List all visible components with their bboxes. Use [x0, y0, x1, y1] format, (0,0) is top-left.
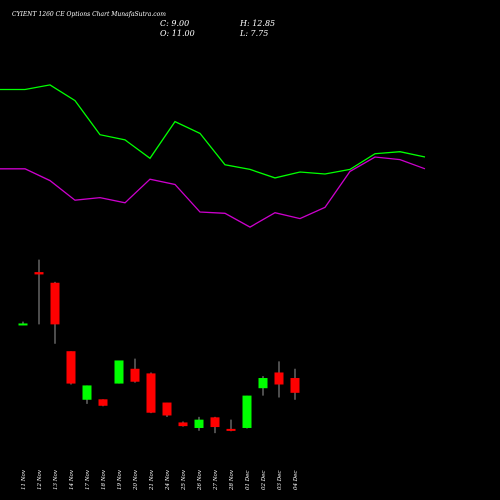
candle-body — [226, 428, 236, 431]
x-tick-label: 04 Dec — [293, 471, 299, 491]
candle-body — [82, 385, 92, 400]
candle — [226, 419, 236, 432]
x-tick-label: 19 Nov — [117, 469, 123, 490]
x-tick-label: 26 Nov — [197, 469, 203, 491]
x-tick-label: 21 Nov — [149, 469, 155, 491]
candle — [50, 281, 60, 344]
candle — [242, 395, 252, 429]
candle-body — [114, 360, 124, 384]
x-tick-label: 14 Nov — [69, 469, 75, 490]
candle — [114, 360, 124, 384]
x-tick-label: 24 Nov — [165, 469, 171, 491]
x-tick-label: 25 Nov — [181, 469, 187, 491]
candle-body — [146, 373, 156, 413]
candle-body — [34, 272, 44, 275]
moving-average-lines — [0, 84, 426, 228]
candle — [178, 421, 188, 427]
low-label: L: 7.75 — [239, 29, 268, 38]
x-tick-label: 11 Nov — [21, 469, 27, 490]
candle — [258, 376, 268, 396]
candle — [210, 416, 220, 434]
candle-body — [178, 422, 188, 427]
x-tick-label: 28 Nov — [229, 469, 235, 491]
ma-slow-line — [0, 156, 426, 228]
candle-body — [66, 351, 76, 384]
candle — [162, 402, 172, 417]
x-tick-label: 12 Nov — [37, 469, 43, 490]
close-label: C: 9.00 — [160, 19, 189, 28]
x-tick-label: 02 Dec — [261, 471, 267, 491]
candle-body — [242, 395, 252, 428]
x-tick-label: 18 Nov — [101, 469, 107, 490]
candle — [98, 399, 108, 407]
chart-title: CYIENT 1260 CE Options Chart MunafaSutra… — [12, 11, 166, 18]
high-label: H: 12.85 — [239, 19, 275, 28]
candle — [290, 368, 300, 400]
x-tick-label: 01 Dec — [245, 471, 251, 491]
candle-body — [18, 323, 28, 326]
candle-body — [50, 282, 60, 325]
candle-body — [98, 399, 108, 406]
candle-body — [258, 378, 268, 389]
candles — [18, 259, 300, 434]
candle — [82, 385, 92, 404]
candle-body — [290, 378, 300, 393]
x-tick-label: 27 Nov — [213, 469, 219, 491]
candle — [274, 361, 284, 398]
candle-body — [274, 372, 284, 385]
x-tick-label: 20 Nov — [133, 469, 139, 491]
candle — [34, 259, 44, 325]
candle — [146, 372, 156, 414]
x-tick-label: 03 Dec — [277, 471, 283, 491]
open-label: O: 11.00 — [160, 29, 195, 38]
x-tick-label: 13 Nov — [53, 469, 59, 490]
candle-body — [130, 368, 140, 382]
candle-body — [194, 419, 204, 428]
candle-body — [162, 402, 172, 416]
candle — [130, 358, 140, 383]
candle — [18, 321, 28, 326]
x-axis-ticks: 11 Nov 12 Nov 13 Nov 14 Nov 17 Nov 18 Nov 19 N… — [21, 469, 299, 491]
candle — [66, 351, 76, 385]
candle-body — [210, 417, 220, 428]
candle — [194, 416, 204, 431]
x-tick-label: 17 Nov — [85, 469, 91, 490]
ma-fast-line — [0, 84, 426, 179]
